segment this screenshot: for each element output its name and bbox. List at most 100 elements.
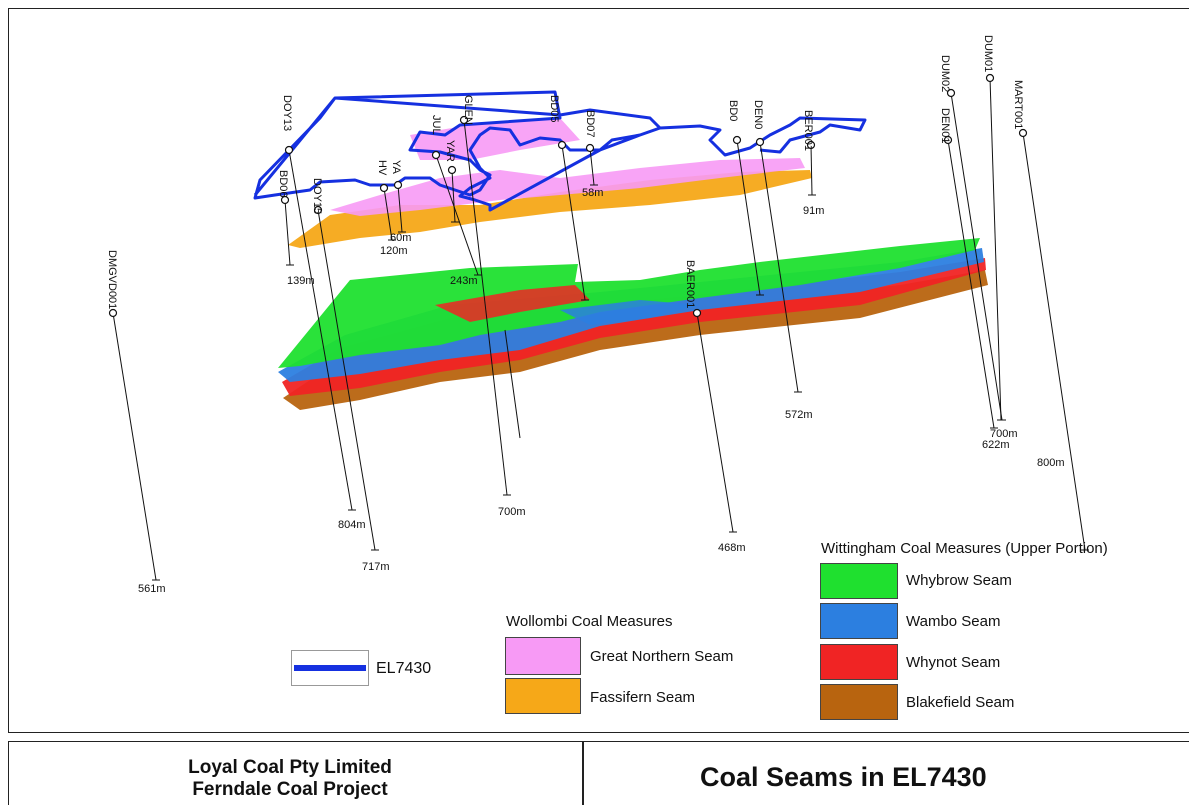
drillhole-trace	[759, 141, 799, 393]
whynot-label: Whynot Seam	[906, 654, 1001, 671]
drillhole-depth-label: 572m	[785, 409, 813, 421]
drillhole-depth-label: 58m	[582, 187, 603, 199]
blakefield-label: Blakefield Seam	[906, 694, 1015, 711]
wambo-label: Wambo Seam	[906, 613, 1001, 630]
drillhole-collar-icon	[431, 150, 441, 160]
fassifern-seam	[288, 170, 812, 248]
drillhole-collar-icon	[393, 180, 403, 190]
drillhole-collar-icon	[379, 183, 389, 193]
drillhole-collar-icon	[806, 140, 816, 150]
fassifern-swatch	[505, 678, 581, 714]
drillhole-collar-icon	[943, 135, 953, 145]
drillhole-trace	[284, 199, 291, 266]
drillhole-collar-icon	[557, 140, 567, 150]
drillhole-depth-label: 91m	[803, 205, 824, 217]
drillhole-collar-icon	[280, 195, 290, 205]
great-northern-seam	[330, 158, 805, 216]
whybrow-label: Whybrow Seam	[906, 572, 1012, 589]
boundary-legend-label: EL7430	[376, 660, 432, 677]
drillhole-id-label: BAER001	[684, 260, 696, 308]
title-block	[8, 741, 1189, 805]
drillhole-collar-icon	[946, 88, 956, 98]
drillhole-collar-icon	[313, 205, 323, 215]
whynot-seam-patch	[435, 285, 590, 322]
drillhole-trace	[288, 149, 353, 511]
drillhole-trace	[736, 139, 761, 296]
company-block: Loyal Coal Pty Limited Ferndale Coal Pro…	[145, 757, 435, 801]
drillhole-depth-label: 804m	[338, 519, 366, 531]
drillhole-id-label: BD07	[584, 110, 596, 138]
drillhole-trace	[317, 209, 376, 551]
whybrow-swatch	[820, 563, 898, 599]
drillhole-collar-icon	[755, 137, 765, 147]
drillhole-depth-label: 139m	[287, 275, 315, 287]
drillhole-trace	[1022, 132, 1086, 551]
drillhole-id-label: HV	[376, 160, 388, 176]
drillhole-id-label: BD05	[548, 95, 560, 123]
map-frame	[8, 8, 1189, 733]
drillhole-collar-icon	[732, 135, 742, 145]
drillhole-collar-icon	[1018, 128, 1028, 138]
drillhole-trace	[451, 169, 456, 223]
drillhole-id-label: MART001	[1012, 80, 1024, 129]
drillhole-id-label: BER001	[802, 110, 814, 151]
drillhole-collar-icon	[985, 73, 995, 83]
boundary-legend-swatch	[291, 650, 369, 686]
drillhole-depth-label: 610m	[0, 0, 28, 3]
drillhole-id-label: DEN01	[939, 108, 951, 143]
great-northern-label: Great Northern Seam	[590, 648, 734, 665]
drillhole-depth-label: 622m	[982, 439, 1010, 451]
drillhole-trace	[435, 154, 479, 276]
title-block-divider	[582, 741, 584, 805]
drillhole-id-label: DMGVD001	[106, 250, 118, 309]
blakefield-swatch	[820, 684, 898, 720]
drillhole-collar-icon	[447, 165, 457, 175]
drillhole-id-label: YAR	[444, 140, 456, 162]
drillhole-collar-icon	[108, 308, 118, 318]
wambo-seam-patch	[560, 300, 700, 325]
drillhole-trace	[383, 187, 393, 241]
drillhole-trace	[696, 312, 734, 533]
drillhole-depth-label: 60m	[390, 232, 411, 244]
drillhole-id-label: BD06	[277, 170, 289, 198]
drillhole-trace	[112, 312, 157, 581]
map-title: Coal Seams in EL7430	[700, 762, 987, 792]
drillhole-id-label: YA	[390, 160, 402, 175]
drillhole-id-label: DEN0	[752, 100, 764, 129]
wambo-swatch	[820, 603, 898, 639]
drillhole-id-label: JUL	[430, 115, 442, 135]
drillhole-id-label: GLEN	[462, 95, 474, 125]
drillhole-trace	[589, 147, 595, 186]
drillhole-trace	[950, 92, 1003, 421]
drillhole-depth-label: 717m	[362, 561, 390, 573]
drillhole-trace	[989, 77, 1002, 421]
drillhole-depth-label: 120m	[380, 245, 408, 257]
wollombi-legend-title: Wollombi Coal Measures	[506, 613, 673, 630]
drillhole-depth-label: 800m	[1037, 457, 1065, 469]
drillhole-trace	[947, 139, 995, 429]
drillhole-depth-label: 561m	[138, 583, 166, 595]
drillhole-collar-icon	[284, 145, 294, 155]
project-name: Ferndale Coal Project	[192, 779, 388, 800]
drillhole-id-label: DOY15	[311, 178, 323, 214]
drillhole-depth-label: 243m	[450, 275, 478, 287]
drillhole-id-label: DUM01	[982, 35, 994, 72]
company-name: Loyal Coal Pty Limited	[188, 757, 392, 778]
drillhole-collar-icon	[585, 143, 595, 153]
drillhole-id-label: DOY13	[281, 95, 293, 131]
drillhole-depth-label: 700m	[498, 506, 526, 518]
drillhole-depth-label: 468m	[718, 542, 746, 554]
drillhole-collar-icon	[459, 115, 469, 125]
whynot-swatch	[820, 644, 898, 680]
wittingham-legend-title: Wittingham Coal Measures (Upper Portion)	[821, 540, 1108, 557]
drillhole-trace	[810, 144, 813, 196]
drillhole-trace	[397, 184, 403, 233]
seam-scene: DMGVD001 561m DOY13 804m BD06 139m DOY15 717m HV…	[0, 0, 1089, 595]
drillhole-trace	[463, 119, 508, 496]
drillhole-trace	[561, 144, 586, 301]
drillhole-collar-icon	[692, 308, 702, 318]
great-northern-swatch	[505, 637, 581, 675]
drillhole-trace	[504, 329, 521, 439]
drillhole-id-label: DUM02	[939, 55, 951, 92]
el7430-boundary	[253, 90, 867, 212]
